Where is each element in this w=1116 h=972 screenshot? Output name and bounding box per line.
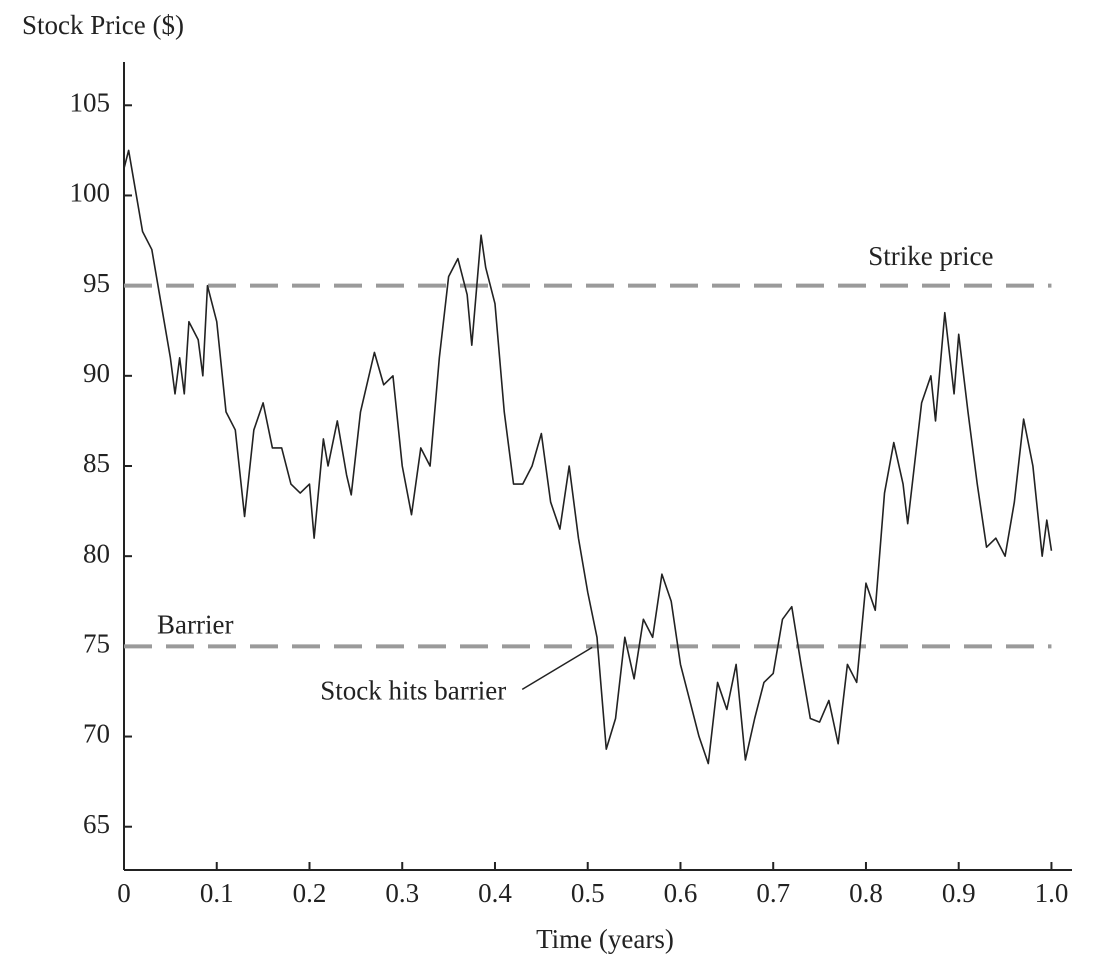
x-tick-label: 0.4	[478, 878, 512, 908]
x-tick-label: 0.7	[756, 878, 790, 908]
y-tick-label: 90	[83, 358, 110, 388]
x-axis-label: Time (years)	[536, 924, 674, 954]
y-tick-label: 105	[70, 87, 111, 117]
reference-label: Barrier	[157, 610, 233, 640]
x-tick-label: 0.1	[200, 878, 234, 908]
x-tick-label: 0.3	[385, 878, 419, 908]
x-tick-label: 0.2	[293, 878, 327, 908]
y-tick-label: 75	[83, 629, 110, 659]
y-tick-label: 100	[70, 178, 111, 208]
y-axis-label: Stock Price ($)	[22, 10, 184, 40]
y-tick-label: 85	[83, 448, 110, 478]
x-tick-label: 1.0	[1035, 878, 1069, 908]
x-tick-label: 0	[117, 878, 131, 908]
y-tick-label: 95	[83, 268, 110, 298]
y-tick-label: 70	[83, 719, 110, 749]
y-tick-label: 80	[83, 538, 110, 568]
x-tick-label: 0.8	[849, 878, 883, 908]
x-tick-label: 0.9	[942, 878, 976, 908]
reference-label: Strike price	[868, 241, 993, 271]
annotation-pointer	[521, 646, 593, 691]
annotation: Stock hits barrier	[320, 676, 506, 706]
price-line	[123, 149, 1053, 765]
x-tick-label: 0.5	[571, 878, 605, 908]
y-tick-label: 65	[83, 809, 110, 839]
x-tick-label: 0.6	[664, 878, 698, 908]
